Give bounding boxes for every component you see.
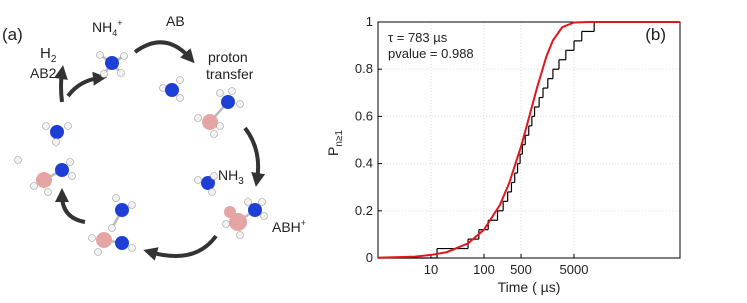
y-tick-label: 0.2 xyxy=(355,203,373,218)
x-axis-label: Time ( µs) xyxy=(498,279,561,295)
label: NH4+ xyxy=(92,18,123,38)
arrow xyxy=(54,65,68,103)
label-text: NH xyxy=(218,167,238,183)
arrow xyxy=(66,71,107,98)
panel-label: (b) xyxy=(645,25,666,44)
label-sub: 4 xyxy=(112,28,117,38)
y-tick-label: 0.6 xyxy=(355,108,373,123)
x-tick-label: 500 xyxy=(510,262,532,277)
label-text: H xyxy=(40,45,51,62)
label-sub: 3 xyxy=(238,176,244,187)
y-axis-label: Pn≥1 xyxy=(325,130,345,156)
label-sub: 2 xyxy=(51,54,57,65)
y-tick-label: 0.8 xyxy=(355,61,373,76)
x-tick-label: 5000 xyxy=(560,262,589,277)
chart: 0 0.2 0.4 0.6 0.8 1 10 100 500 5000 τ = 783 µspval… xyxy=(325,14,681,295)
molecules xyxy=(14,51,268,256)
x-tick-label: 10 xyxy=(424,262,438,277)
label-text: ABH xyxy=(272,219,301,235)
x-tick-label: 100 xyxy=(473,262,495,277)
label: AB2 xyxy=(30,65,57,81)
label: proton xyxy=(208,49,248,65)
label: NH3 xyxy=(218,167,244,187)
label-sup: + xyxy=(117,18,122,28)
plot-frame xyxy=(377,21,681,259)
label-text: NH xyxy=(92,19,112,35)
y-axis-label-main: P xyxy=(325,147,341,156)
label-sup: + xyxy=(301,218,306,228)
y-tick-label: 1 xyxy=(366,14,373,29)
label: AB xyxy=(166,13,185,29)
y-tick-label: 0 xyxy=(366,250,373,265)
y-axis-label-sub: n≥1 xyxy=(334,130,345,147)
diagram: (a) H2 AB2 NH4+ AB proton transfer NH3 A… xyxy=(2,13,306,261)
annotation: τ = 783 µs xyxy=(388,30,448,45)
fit-curve xyxy=(377,21,680,259)
label: transfer xyxy=(206,66,254,82)
label: H2 xyxy=(40,45,57,65)
label: ABH+ xyxy=(272,218,306,235)
panel-label: (a) xyxy=(2,25,23,44)
arrow xyxy=(143,234,218,261)
arrow xyxy=(133,40,195,64)
arrow xyxy=(55,188,86,224)
arrow xyxy=(243,126,266,187)
annotation: pvalue = 0.988 xyxy=(388,46,474,61)
y-tick-label: 0.4 xyxy=(355,156,373,171)
